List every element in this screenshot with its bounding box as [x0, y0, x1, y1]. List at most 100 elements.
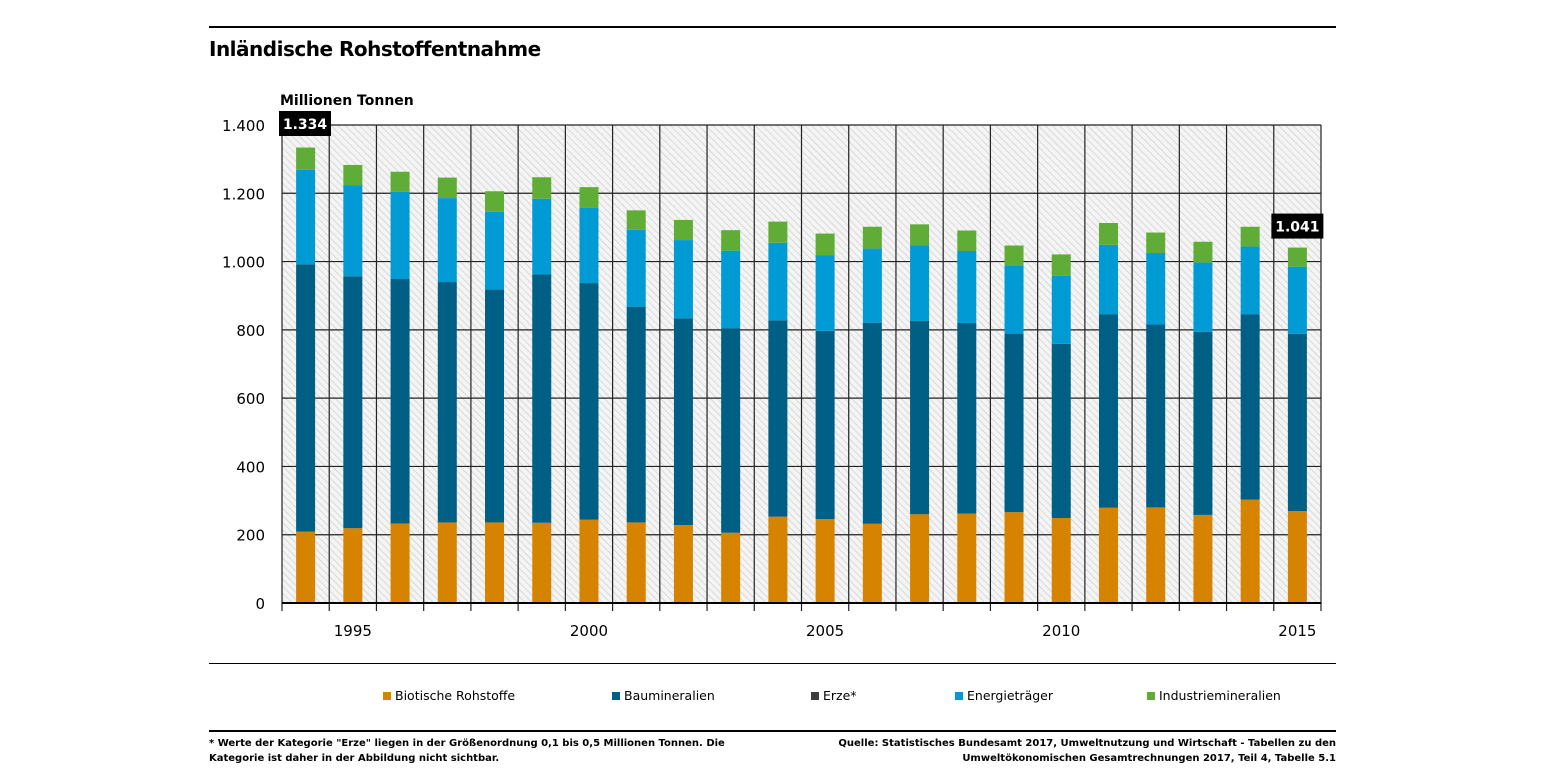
bar-segment-1996-s3	[390, 191, 410, 279]
bar-segment-2012-s3	[1146, 253, 1166, 325]
bar-segment-2014-s4	[1240, 226, 1260, 247]
bar-segment-2008-s3	[957, 250, 977, 324]
bar-segment-2001-s3	[626, 229, 646, 307]
bar-segment-2015-s4	[1287, 247, 1307, 267]
bar-segment-2000-s0	[579, 519, 599, 603]
chart-title: Inländische Rohstoffentnahme	[209, 37, 541, 61]
bar-segment-2004-s3	[768, 242, 788, 321]
total-label-box	[279, 111, 331, 136]
y-tick-label: 400	[236, 458, 265, 476]
bar-segment-2010-s0	[1051, 517, 1071, 603]
bar-segment-2004-s4	[768, 221, 788, 243]
bar-segment-2015-s3	[1287, 266, 1307, 334]
total-label: 1.041	[1275, 220, 1319, 236]
bar-segment-1995-s0	[343, 528, 363, 603]
x-tick-label: 2010	[1042, 622, 1080, 640]
bar-segment-2005-s3	[815, 255, 835, 331]
bar-segment-2011-s3	[1098, 244, 1118, 315]
bar-segment-1999-s4	[532, 177, 552, 199]
legend-item: Biotische Rohstoffe	[383, 688, 515, 703]
legend-rule	[209, 663, 1336, 664]
bar-segment-2009-s1	[1004, 333, 1024, 513]
legend-label: Biotische Rohstoffe	[395, 688, 516, 703]
bar-segment-2010-s3	[1051, 275, 1071, 344]
bar-segment-1999-s3	[532, 198, 552, 275]
bar-segment-1995-s3	[343, 185, 363, 277]
bar-segment-2004-s1	[768, 320, 788, 517]
bar-segment-1997-s0	[437, 522, 457, 603]
y-axis-label: Millionen Tonnen	[280, 93, 414, 109]
legend-label: Industriemineralien	[1159, 688, 1281, 703]
bar-segment-2015-s1	[1287, 333, 1307, 512]
total-label: 1.334	[283, 117, 328, 133]
bar-segment-1999-s1	[532, 274, 552, 523]
bar-segment-1998-s1	[485, 289, 505, 523]
bar-segment-2003-s3	[721, 250, 741, 329]
bar-segment-2006-s1	[862, 322, 882, 524]
legend-swatch	[955, 691, 963, 700]
bar-segment-2013-s0	[1193, 514, 1213, 603]
bottom-rule	[209, 730, 1336, 732]
bar-segment-2012-s4	[1146, 232, 1166, 254]
y-tick-label: 200	[236, 527, 265, 545]
bar-segment-2000-s3	[579, 207, 599, 284]
bar-segment-2013-s1	[1193, 331, 1213, 515]
bar-segment-2011-s0	[1098, 507, 1118, 603]
bar-segment-2012-s0	[1146, 507, 1166, 603]
bar-segment-2001-s0	[626, 522, 646, 603]
y-tick-label: 600	[236, 390, 265, 408]
y-tick-label: 1.000	[222, 254, 265, 272]
bar-segment-2009-s4	[1004, 245, 1024, 266]
total-label-box	[1271, 213, 1324, 239]
bar-segment-2014-s0	[1240, 499, 1260, 603]
bar-segment-2015-s0	[1287, 511, 1307, 603]
bar-segment-2013-s4	[1193, 241, 1213, 263]
bar-segment-1994-s1	[296, 264, 316, 532]
bar-segment-2006-s3	[862, 248, 882, 323]
bar-segment-2008-s1	[957, 323, 977, 514]
bar-segment-1994-s3	[296, 169, 316, 265]
x-tick-label: 1995	[334, 622, 372, 640]
bar-segment-2003-s1	[721, 328, 741, 533]
y-tick-label: 1.400	[222, 117, 265, 135]
bar-segment-2005-s1	[815, 330, 835, 520]
bar-segment-2008-s0	[957, 513, 977, 603]
legend-swatch	[612, 691, 620, 700]
bar-segment-2003-s0	[721, 532, 741, 603]
bar-segment-1995-s4	[343, 164, 363, 186]
bar-segment-1995-s1	[343, 276, 363, 529]
bar-segment-2006-s4	[862, 226, 882, 249]
bar-segment-2009-s3	[1004, 265, 1024, 334]
legend-label: Erze*	[823, 688, 857, 703]
bar-segment-2006-s0	[862, 523, 882, 603]
legend-item: Industriemineralien	[1147, 688, 1281, 703]
footnote: * Werte der Kategorie "Erze" liegen in d…	[209, 738, 725, 764]
bar-segment-1998-s3	[485, 211, 505, 290]
bar-segment-2010-s4	[1051, 254, 1071, 276]
x-tick-label: 2005	[806, 622, 844, 640]
legend-swatch	[1147, 691, 1155, 700]
bar-segment-2011-s1	[1098, 314, 1118, 508]
bar-segment-2000-s4	[579, 187, 599, 208]
bar-segment-2001-s4	[626, 210, 646, 230]
bar-segment-2008-s4	[957, 230, 977, 251]
bar-segment-2007-s1	[910, 320, 930, 515]
x-tick-label: 2000	[570, 622, 608, 640]
bar-segment-1996-s0	[390, 523, 410, 603]
legend-swatch	[383, 691, 391, 700]
bar-segment-1999-s0	[532, 522, 552, 603]
bar-segment-2002-s4	[673, 219, 693, 241]
bar-segment-1998-s4	[485, 191, 505, 212]
bar-segment-2001-s1	[626, 306, 646, 523]
bar-segment-2011-s4	[1098, 222, 1118, 245]
bar-segment-2014-s3	[1240, 246, 1260, 315]
y-tick-label: 800	[236, 322, 265, 340]
bar-segment-1998-s0	[485, 522, 505, 603]
bar-segment-2003-s4	[721, 230, 741, 251]
bar-segment-2010-s1	[1051, 343, 1071, 518]
bar-segment-2012-s1	[1146, 324, 1166, 508]
bar-segment-1997-s4	[437, 177, 457, 199]
chart: Millionen Tonnen 0 200 400 600 800 1.000 1.200…	[222, 93, 1324, 640]
bar-segment-2007-s4	[910, 224, 930, 246]
